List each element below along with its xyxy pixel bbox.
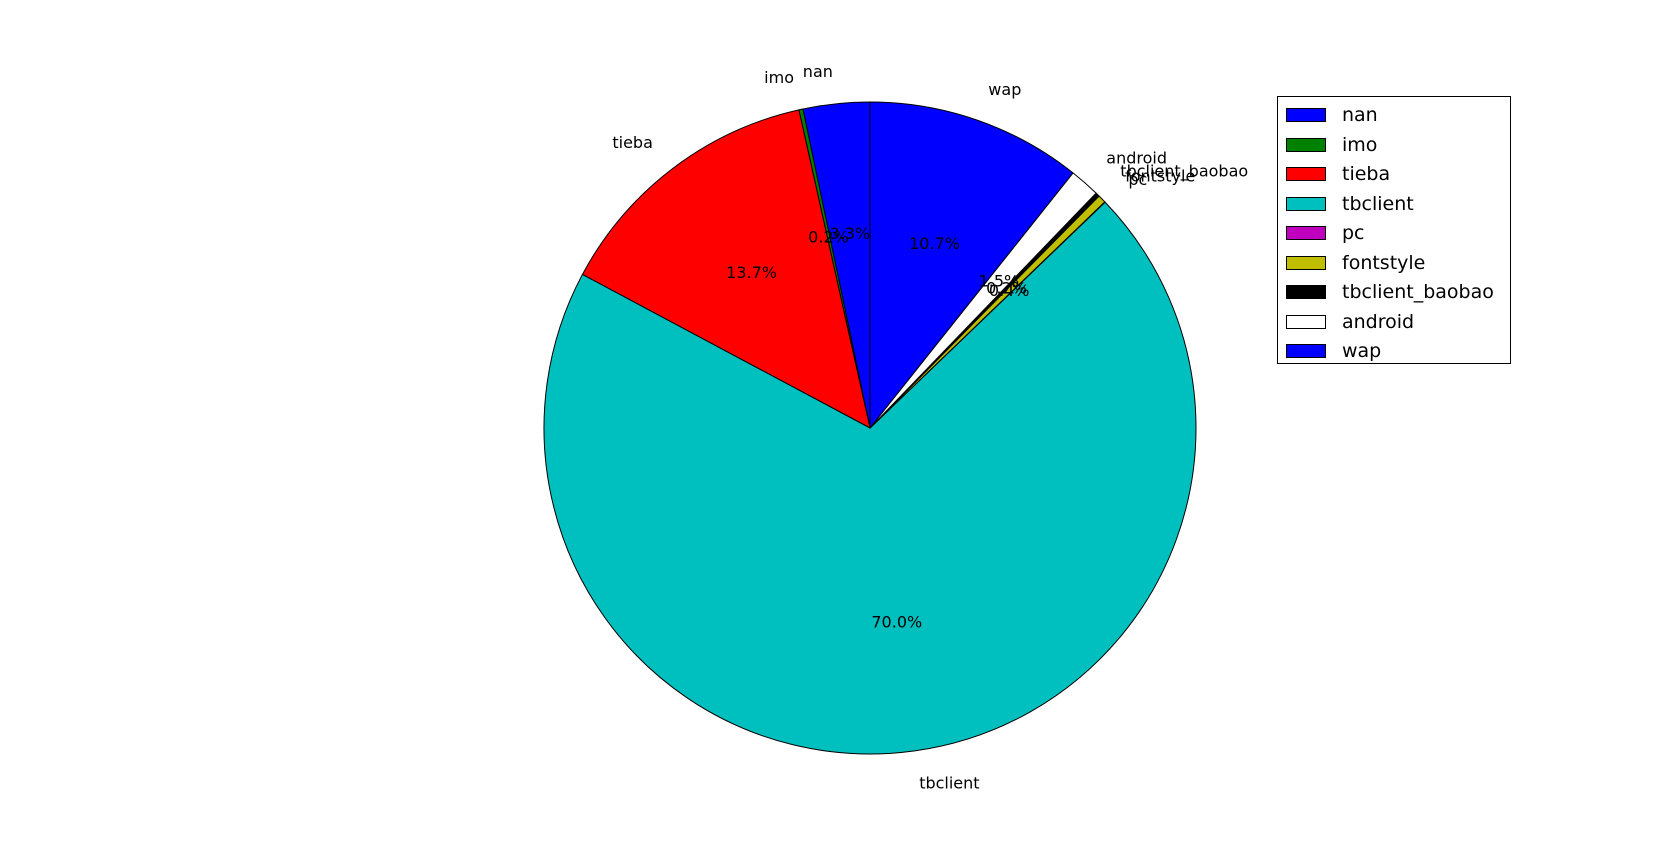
legend-item-tbclient: tbclient [1286, 193, 1414, 215]
legend-swatch [1286, 226, 1326, 240]
pct-label-tbclient: 70.0% [871, 612, 922, 631]
legend-label: fontstyle [1342, 251, 1426, 274]
legend-label: tieba [1342, 163, 1391, 185]
slice-label-tbclient: tbclient [919, 774, 979, 793]
legend-item-nan: nan [1286, 104, 1378, 126]
legend-swatch [1286, 108, 1326, 122]
slice-label-wap: wap [988, 80, 1021, 99]
legend-label: pc [1342, 222, 1365, 244]
pie-slices [543, 101, 1197, 755]
slice-label-imo: imo [764, 68, 794, 87]
slice-label-tbclient-baobao: tbclient_baobao [1120, 162, 1248, 182]
legend-item-imo: imo [1286, 134, 1377, 156]
legend-label: wap [1342, 340, 1382, 362]
legend-label: tbclient_baobao [1342, 281, 1494, 303]
pie-slice-wap [869, 101, 1074, 429]
slice-label-fontstyle: fontstyle [1125, 167, 1195, 186]
legend-item-tieba: tieba [1286, 163, 1390, 185]
legend-item-wap: wap [1286, 340, 1381, 362]
slice-label-tieba: tieba [612, 133, 653, 152]
legend-swatch [1286, 314, 1326, 329]
pct-label-wap: 10.7% [909, 234, 960, 253]
slice-label-android: android [1106, 149, 1167, 168]
legend-swatch [1286, 137, 1326, 152]
pct-label-fontstyle: 0.4% [989, 281, 1030, 300]
legend-swatch [1286, 255, 1326, 270]
legend-label: tbclient [1342, 192, 1414, 215]
pct-label-tbclient-baobao: 0.2% [986, 278, 1027, 297]
legend-swatch [1286, 167, 1326, 181]
pct-label-nan: 3.3% [829, 224, 870, 243]
legend-item-android: android [1286, 311, 1414, 333]
legend-swatch [1286, 344, 1326, 358]
slice-label-pc: pc [1128, 170, 1147, 189]
pie-slice-tieba [581, 109, 871, 429]
pie-slice-tbclient [543, 201, 1197, 755]
legend-label: android [1342, 310, 1415, 333]
pct-label-imo: 0.2% [808, 227, 849, 246]
legend-item-fontstyle: fontstyle [1286, 252, 1425, 274]
pct-label-android: 1.5% [979, 271, 1020, 290]
legend-swatch [1286, 285, 1326, 299]
slice-label-nan: nan [803, 62, 833, 81]
pct-label-tieba: 13.7% [726, 263, 777, 282]
legend-item-tbclient-baobao: tbclient_baobao [1286, 281, 1494, 303]
legend: nan imo tieba tbclient pc fontstyle tbclient_b… [1277, 96, 1511, 364]
legend-label: imo [1342, 133, 1378, 156]
percent-labels: 3.3%0.2%13.7%70.0%0.4%0.2%1.5%10.7% [726, 224, 1029, 631]
legend-item-pc: pc [1286, 222, 1365, 244]
legend-swatch [1286, 196, 1326, 211]
legend-label: nan [1342, 104, 1378, 126]
